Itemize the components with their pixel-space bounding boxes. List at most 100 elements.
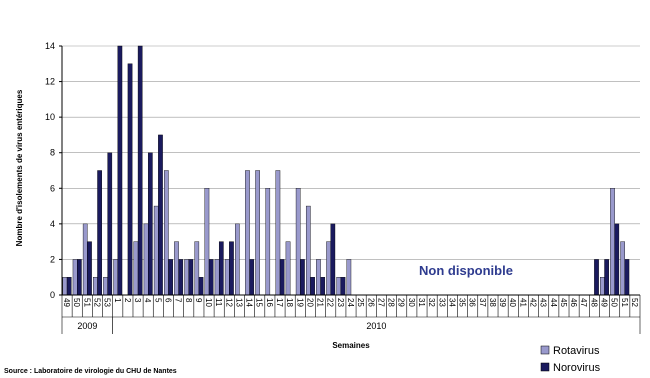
legend-label-norovirus: Norovirus — [553, 362, 601, 374]
bar-rotavirus — [620, 241, 625, 296]
bar-rotavirus — [326, 241, 331, 296]
x-tick-label: 14 — [245, 298, 254, 307]
bar-norovirus — [594, 259, 599, 296]
bar-rotavirus — [62, 277, 68, 296]
y-tick-label: 6 — [50, 183, 55, 193]
bar-norovirus — [340, 277, 346, 296]
y-tick-label: 8 — [50, 148, 55, 158]
bar-norovirus — [137, 45, 143, 296]
x-tick-label: 50 — [610, 298, 619, 307]
x-tick-label: 1 — [113, 298, 122, 303]
bar-rotavirus — [194, 241, 200, 296]
x-tick-label: 12 — [224, 298, 233, 307]
bar-norovirus — [158, 134, 163, 296]
x-tick-label: 29 — [397, 298, 406, 307]
year-groups: 2009 2010 — [61, 316, 641, 334]
x-tick-label: 44 — [549, 298, 558, 307]
bar-norovirus — [300, 259, 305, 296]
y-tick-label: 2 — [50, 254, 55, 264]
x-axis-title: Semaines — [332, 341, 370, 350]
bar-norovirus — [320, 277, 326, 296]
bar-rotavirus — [285, 241, 291, 296]
bar-rotavirus — [610, 188, 615, 296]
x-tick-label: 51 — [620, 298, 629, 307]
source-label: Source : Laboratoire de virologie du CHU… — [4, 368, 177, 375]
legend-label-rotavirus: Rotavirus — [553, 345, 600, 357]
bar-rotavirus — [305, 205, 311, 296]
y-axis-title: Nombre d'isolements de virus entériques — [15, 89, 24, 246]
bar-norovirus — [178, 259, 184, 296]
x-tick-label: 23 — [336, 298, 345, 307]
bar-rotavirus — [275, 170, 281, 296]
x-tick-label: 16 — [265, 298, 274, 307]
x-tick-label: 50 — [72, 298, 81, 307]
x-tick-label: 47 — [579, 298, 588, 307]
x-tick-label: 8 — [184, 298, 193, 303]
bar-norovirus — [279, 259, 285, 296]
y-tick-label: 4 — [50, 219, 55, 229]
x-tick-label: 4 — [143, 298, 152, 303]
bar-rotavirus — [346, 259, 352, 296]
x-tick-label: 38 — [488, 298, 497, 307]
bar-norovirus — [624, 259, 630, 296]
bar-norovirus — [310, 277, 315, 296]
bar-norovirus — [208, 259, 214, 296]
x-tick-label: 6 — [163, 298, 172, 303]
x-tick-label: 45 — [559, 298, 568, 307]
year-label: 2009 — [77, 321, 97, 331]
x-tick-label: 11 — [214, 298, 223, 307]
x-tick-label: 52 — [92, 298, 101, 307]
bar-rotavirus — [265, 188, 271, 296]
y-tick-label: 0 — [50, 290, 55, 300]
x-tick-label: 26 — [366, 298, 375, 307]
bar-rotavirus — [600, 277, 605, 296]
bar-rotavirus — [93, 277, 98, 296]
bar-rotavirus — [72, 259, 78, 296]
x-tick-label: 15 — [255, 298, 264, 307]
bar-rotavirus — [103, 277, 108, 296]
x-tick-label: 2 — [123, 298, 132, 303]
annotation-label: Non disponible — [419, 263, 513, 278]
x-tick-label: 19 — [295, 298, 304, 307]
x-tick-label: 46 — [569, 298, 578, 307]
bar-norovirus — [107, 152, 113, 296]
bar-rotavirus — [82, 223, 88, 296]
bar-rotavirus — [255, 170, 260, 296]
y-tick-labels: 0 2 4 6 8 10 12 14 — [45, 41, 55, 300]
x-tick-label: 48 — [589, 298, 598, 307]
x-tick-label: 20 — [305, 298, 314, 307]
bar-norovirus — [77, 259, 82, 296]
x-tick-label: 24 — [346, 298, 355, 307]
bar-norovirus — [168, 259, 173, 296]
x-tick-label: 42 — [529, 298, 538, 307]
x-tick-labels: 49 50 51 52 53 1 2 3 4 5 6 7 8 9 10 11 12 13 14 15 16 17 18 19 2… — [61, 295, 641, 317]
x-tick-label: 7 — [174, 298, 183, 303]
y-tick-label: 14 — [45, 41, 55, 51]
x-tick-label: 37 — [478, 298, 487, 307]
x-tick-label: 5 — [153, 298, 162, 303]
bar-norovirus — [87, 241, 92, 296]
bar-norovirus — [614, 223, 620, 296]
bar-rotavirus — [224, 259, 230, 296]
x-tick-label: 51 — [82, 298, 91, 307]
x-tick-label: 33 — [437, 298, 446, 307]
year-label: 2010 — [366, 321, 386, 331]
x-tick-label: 49 — [62, 298, 71, 307]
bar-norovirus — [198, 277, 204, 296]
bar-norovirus — [117, 45, 123, 296]
x-tick-label: 49 — [600, 298, 609, 307]
x-tick-label: 10 — [204, 298, 213, 307]
x-tick-label: 17 — [275, 298, 284, 307]
bar-norovirus — [249, 259, 255, 296]
x-tick-label: 30 — [407, 298, 416, 307]
legend-swatch-rotavirus — [540, 345, 550, 355]
x-tick-label: 25 — [356, 298, 365, 307]
bar-rotavirus — [174, 241, 179, 296]
bar-rotavirus — [204, 188, 210, 296]
bar-rotavirus — [143, 223, 149, 296]
axes — [61, 46, 640, 296]
x-tick-label: 36 — [468, 298, 477, 307]
x-tick-label: 18 — [285, 298, 294, 307]
